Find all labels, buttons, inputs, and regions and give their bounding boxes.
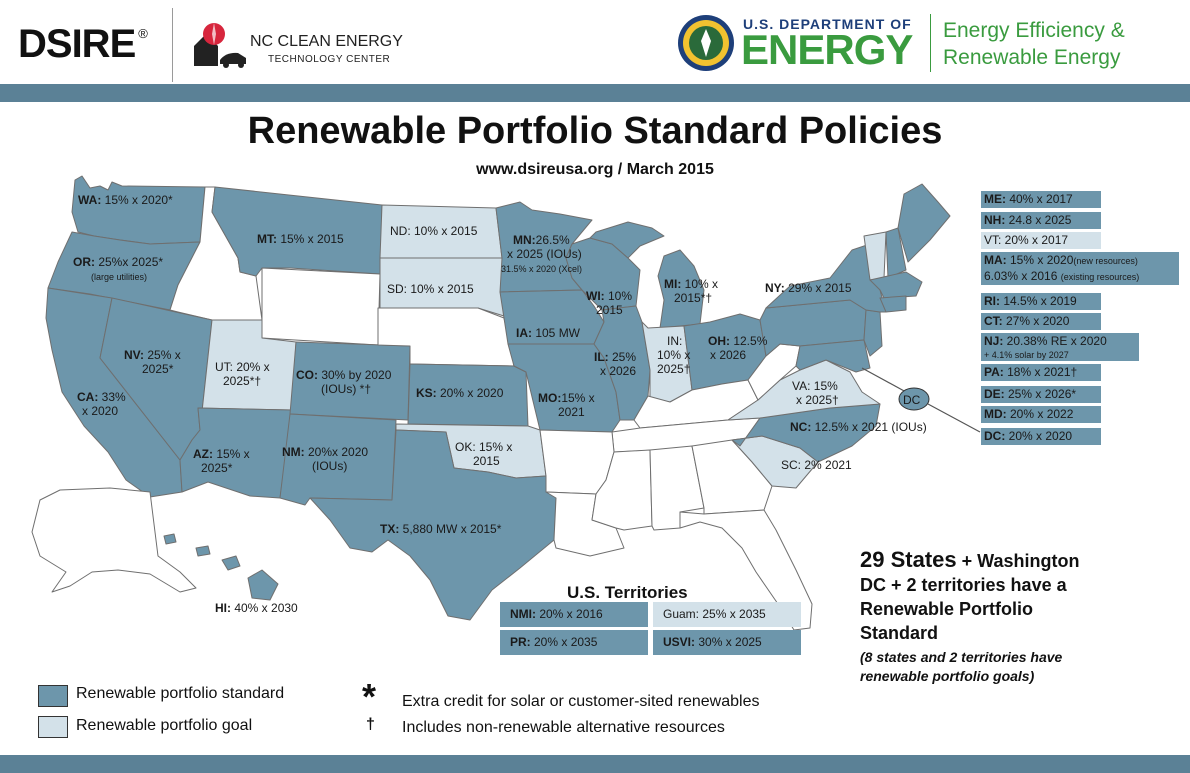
state-me bbox=[897, 183, 951, 263]
summary-note: (8 states and 2 territories have renewab… bbox=[860, 649, 1063, 684]
ne-item-nj: NJ: 20.38% RE x 2020 bbox=[981, 333, 1139, 350]
eere-line2: Renewable Energy bbox=[943, 46, 1121, 69]
state-ks bbox=[407, 363, 529, 427]
label-nd: ND: 10% x 2015 bbox=[390, 224, 478, 238]
dc-leader-line-2 bbox=[927, 403, 981, 433]
nc-center-line2: TECHNOLOGY CENTER bbox=[268, 54, 391, 65]
label-mi: MI: 10% x 2015*† bbox=[664, 277, 719, 305]
legend-standard-label: Renewable portfolio standard bbox=[76, 685, 285, 702]
label-ks: KS: 20% x 2020 bbox=[416, 386, 504, 400]
territory-nmi: NMI: 20% x 2016 bbox=[500, 602, 648, 627]
dsire-logo: DSIRE ® bbox=[18, 22, 148, 66]
state-hi-maui bbox=[221, 555, 241, 571]
ne-item-nj-solar: + 4.1% solar by 2027 bbox=[981, 349, 1139, 361]
dc-marker-label: DC bbox=[903, 393, 921, 407]
eere-line1: Energy Efficiency & bbox=[943, 19, 1125, 42]
legend-standard-swatch bbox=[38, 685, 68, 707]
label-tx: TX: 5,880 MW x 2015* bbox=[380, 522, 502, 536]
label-il: IL: 25% x 2026 bbox=[594, 350, 637, 378]
state-wa bbox=[71, 175, 206, 245]
state-tx bbox=[309, 429, 557, 621]
ne-item-dc: DC: 20% x 2020 bbox=[981, 428, 1101, 445]
label-nv: NV: 25% x 2025* bbox=[124, 348, 181, 376]
nc-center-line1: NC CLEAN ENERGY bbox=[250, 33, 403, 50]
label-wi: WI: 10% 2015 bbox=[586, 289, 633, 317]
doe-seal-icon bbox=[678, 15, 734, 71]
ne-item-vt: VT: 20% x 2017 bbox=[981, 232, 1101, 249]
label-nc: NC: 12.5% x 2021 (IOUs) bbox=[790, 420, 927, 434]
state-ct bbox=[879, 295, 907, 313]
dagger-symbol: † bbox=[366, 716, 375, 733]
territory-guam: Guam: 25% x 2035 bbox=[653, 602, 801, 627]
label-nm: NM: 20%x 2020 (IOUs) bbox=[282, 445, 369, 473]
label-sc: SC: 2% 2021 bbox=[781, 458, 852, 472]
ne-item-me: ME: 40% x 2017 bbox=[981, 191, 1101, 208]
label-ut: UT: 20% x 2025*† bbox=[215, 360, 270, 388]
header-divider bbox=[172, 8, 173, 82]
label-hi: HI: 40% x 2030 bbox=[215, 601, 298, 615]
page-title: Renewable Portfolio Standard Policies bbox=[247, 110, 943, 152]
registered-mark: ® bbox=[138, 26, 148, 41]
state-ma bbox=[869, 271, 923, 299]
dc-marker bbox=[898, 387, 930, 411]
ne-item-de: DE: 25% x 2026* bbox=[981, 386, 1101, 403]
legend-goal-swatch bbox=[38, 716, 68, 738]
state-sd bbox=[379, 257, 505, 317]
state-nh bbox=[885, 227, 907, 279]
bottom-band bbox=[0, 755, 1190, 773]
state-hi-oahu bbox=[195, 545, 211, 557]
territories-title: U.S. Territories bbox=[567, 583, 688, 602]
label-ok: OK: 15% x 2015 bbox=[455, 440, 513, 468]
ne-item-md: MD: 20% x 2022 bbox=[981, 406, 1101, 423]
label-oh: OH: 12.5% x 2026 bbox=[708, 334, 768, 362]
dc-leader-line bbox=[861, 367, 907, 393]
asterisk-symbol: * bbox=[362, 676, 377, 717]
territory-pr: PR: 20% x 2035 bbox=[500, 630, 648, 655]
label-ia: IA: 105 MW bbox=[516, 326, 581, 340]
label-ny: NY: 29% x 2015 bbox=[765, 281, 852, 295]
label-va: VA: 15% x 2025† bbox=[792, 379, 839, 407]
legend-goal-label: Renewable portfolio goal bbox=[76, 717, 253, 734]
label-wa: WA: 15% x 2020* bbox=[78, 193, 173, 207]
state-nj bbox=[863, 309, 883, 357]
label-mo: MO:15% x 2021 bbox=[538, 391, 595, 419]
doe-department-of: U.S. DEPARTMENT OF bbox=[743, 16, 912, 32]
state-hi-big bbox=[247, 569, 279, 601]
label-co: CO: 30% by 2020 (IOUs) *† bbox=[296, 368, 392, 396]
state-mi bbox=[589, 221, 665, 259]
state-wy bbox=[261, 267, 381, 346]
label-sd: SD: 10% x 2015 bbox=[387, 282, 474, 296]
ne-item-ct: CT: 27% x 2020 bbox=[981, 313, 1101, 330]
ne-item-ma: MA: 15% x 2020(new resources) bbox=[981, 252, 1179, 269]
doe-energy-wordmark: ENERGY bbox=[741, 26, 913, 73]
doe-divider bbox=[930, 14, 931, 72]
eere-name: Energy Efficiency & Renewable Energy bbox=[943, 17, 1125, 71]
label-mn: MN:26.5% x 2025 (IOUs) 31.5% x 2020 (Xcel) bbox=[501, 233, 583, 274]
ne-item-ma-existing: 6.03% x 2016 (existing resources) bbox=[981, 268, 1179, 285]
label-mt: MT: 15% x 2015 bbox=[257, 232, 344, 246]
state-md bbox=[795, 339, 871, 373]
nc-center-logo-icon bbox=[194, 23, 246, 68]
top-band bbox=[0, 84, 1190, 102]
summary-callout: 29 States + Washington DC + 2 territorie… bbox=[860, 547, 1080, 644]
legend-asterisk-label: Extra credit for solar or customer-sited… bbox=[402, 693, 760, 710]
state-ak bbox=[31, 487, 197, 593]
label-ca: CA: 33% x 2020 bbox=[77, 390, 126, 418]
page-subtitle: www.dsireusa.org / March 2015 bbox=[476, 161, 714, 178]
label-az: AZ: 15% x 2025* bbox=[193, 447, 250, 475]
ne-item-ri: RI: 14.5% x 2019 bbox=[981, 293, 1101, 310]
nc-center-name: NC CLEAN ENERGY TECHNOLOGY CENTER bbox=[250, 33, 403, 69]
territory-usvi: USVI: 30% x 2025 bbox=[653, 630, 801, 655]
ne-item-pa: PA: 18% x 2021† bbox=[981, 364, 1101, 381]
legend-dagger-label: Includes non-renewable alternative resou… bbox=[402, 719, 725, 736]
ne-item-nh: NH: 24.8 x 2025 bbox=[981, 212, 1101, 229]
state-il bbox=[593, 305, 651, 421]
label-or: OR: 25%x 2025* (large utilities) bbox=[73, 255, 164, 282]
label-in: IN: 10% x 2025† bbox=[657, 334, 691, 376]
state-hi-kauai bbox=[163, 533, 177, 545]
